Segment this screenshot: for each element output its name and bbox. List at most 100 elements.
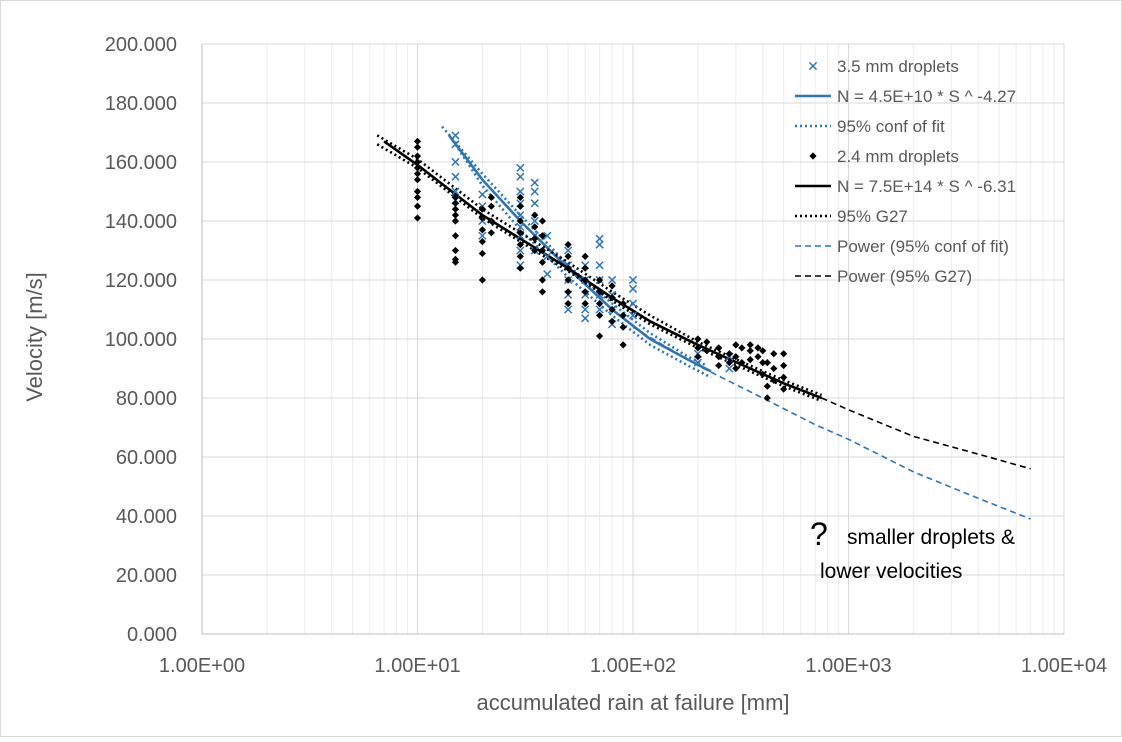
data-point bbox=[516, 172, 525, 181]
y-tick-label: 120.000 bbox=[105, 270, 177, 292]
data-point bbox=[780, 350, 788, 358]
data-point bbox=[451, 217, 460, 225]
data-point bbox=[413, 143, 422, 151]
x-tick-label: 1.00E+00 bbox=[159, 655, 245, 677]
data-point bbox=[763, 382, 771, 390]
data-point bbox=[693, 358, 703, 367]
data-point bbox=[564, 252, 572, 260]
data-point bbox=[608, 294, 616, 302]
data-point bbox=[531, 235, 539, 243]
data-point bbox=[451, 258, 460, 266]
data-point bbox=[487, 193, 495, 201]
data-point bbox=[725, 359, 733, 367]
data-point bbox=[478, 205, 486, 213]
data-point bbox=[596, 288, 604, 296]
data-point bbox=[516, 222, 525, 232]
data-point bbox=[563, 246, 573, 255]
data-point bbox=[694, 335, 702, 343]
data-point bbox=[516, 246, 525, 255]
data-point bbox=[516, 202, 524, 210]
data-point bbox=[715, 344, 723, 352]
data-point bbox=[413, 164, 422, 172]
data-point bbox=[451, 232, 460, 240]
axes bbox=[201, 44, 1064, 635]
data-point bbox=[581, 276, 589, 284]
data-point bbox=[478, 214, 486, 222]
data-point bbox=[543, 269, 552, 279]
x-tick-label: 1.00E+04 bbox=[1021, 655, 1107, 677]
data-point bbox=[451, 193, 460, 201]
data-point bbox=[770, 350, 778, 358]
legend-entry: N = 7.5E+14 * S ^ -6.31 bbox=[795, 177, 1016, 196]
data-point bbox=[451, 205, 460, 213]
data-point bbox=[478, 190, 487, 199]
data-point bbox=[596, 300, 604, 308]
data-point bbox=[581, 264, 589, 272]
legend-entry: 95% conf of fit bbox=[795, 117, 945, 136]
data-point bbox=[694, 353, 702, 361]
legend-label: 95% conf of fit bbox=[837, 117, 945, 136]
data-point bbox=[451, 140, 460, 149]
data-point bbox=[413, 137, 422, 145]
data-point bbox=[628, 299, 638, 308]
legend-entry: 95% G27 bbox=[795, 207, 908, 226]
data-point bbox=[516, 163, 525, 173]
y-tick-label: 60.000 bbox=[116, 447, 177, 469]
data-point bbox=[543, 252, 552, 261]
series-line bbox=[632, 326, 1031, 520]
data-point bbox=[530, 216, 539, 226]
data-point bbox=[746, 347, 754, 355]
data-point bbox=[619, 311, 627, 319]
data-point bbox=[516, 187, 525, 196]
data-point bbox=[516, 241, 524, 249]
data-point bbox=[478, 226, 486, 234]
legend-label: N = 4.5E+10 * S ^ -4.27 bbox=[837, 87, 1016, 106]
data-point bbox=[451, 199, 460, 207]
data-point bbox=[478, 249, 486, 258]
data-point bbox=[581, 300, 589, 308]
data-point bbox=[608, 317, 616, 325]
data-point bbox=[516, 217, 524, 225]
data-point bbox=[770, 364, 778, 373]
data-point bbox=[564, 241, 572, 249]
data-point bbox=[763, 394, 771, 402]
data-point bbox=[608, 305, 616, 314]
annotation-line-2: lower velocities bbox=[820, 560, 962, 583]
data-point bbox=[780, 361, 788, 370]
data-point bbox=[563, 305, 573, 314]
data-point bbox=[738, 359, 746, 367]
legend-label: 95% G27 bbox=[837, 207, 908, 226]
x-axis-label: accumulated rain at failure [mm] bbox=[476, 690, 789, 715]
x-tick-label: 1.00E+02 bbox=[590, 655, 676, 677]
series-line bbox=[821, 397, 1031, 470]
data-point bbox=[754, 353, 762, 361]
data-point bbox=[564, 288, 572, 296]
y-tick-label: 20.000 bbox=[116, 565, 177, 587]
data-point bbox=[628, 311, 638, 320]
data-point bbox=[564, 300, 572, 308]
legend-label: 3.5 mm droplets bbox=[837, 57, 959, 76]
data-point bbox=[413, 193, 422, 201]
legend-entry: N = 4.5E+10 * S ^ -4.27 bbox=[795, 87, 1016, 106]
data-point bbox=[451, 187, 460, 196]
data-point bbox=[413, 214, 422, 222]
y-tick-label: 100.000 bbox=[105, 329, 177, 351]
data-point bbox=[451, 246, 460, 255]
data-point bbox=[581, 252, 589, 260]
data-point bbox=[564, 264, 572, 272]
legend-label: Power (95% conf of fit) bbox=[837, 237, 1009, 256]
data-point bbox=[538, 246, 547, 255]
data-point bbox=[738, 344, 746, 352]
data-point bbox=[595, 305, 604, 314]
legend-label: Power (95% G27) bbox=[837, 267, 972, 286]
y-tick-label: 40.000 bbox=[116, 506, 177, 528]
data-point bbox=[607, 275, 617, 285]
data-point bbox=[595, 261, 604, 270]
data-point bbox=[413, 170, 422, 178]
data-point bbox=[596, 276, 604, 284]
data-point bbox=[596, 332, 604, 340]
data-point bbox=[487, 229, 495, 237]
data-point bbox=[413, 202, 422, 210]
